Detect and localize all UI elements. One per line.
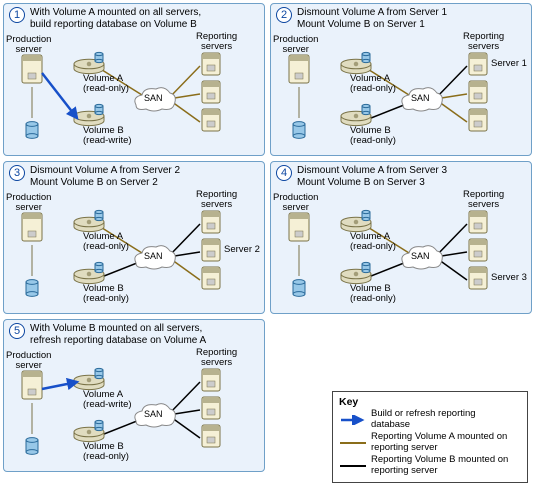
volB-label: Volume B(read-write) xyxy=(83,126,132,147)
panel-title: Dismount Volume A from Server 2Mount Vol… xyxy=(30,165,180,189)
panel-title: With Volume B mounted on all servers,ref… xyxy=(30,323,206,347)
san-label: SAN xyxy=(144,94,163,104)
reporting-servers-label: Reportingservers xyxy=(196,32,237,53)
prod-server-label: Productionserver xyxy=(6,351,51,372)
key-sample-icon xyxy=(339,415,367,425)
legend-key: Key Build or refresh reporting database … xyxy=(332,391,528,483)
server-highlight-label: Server 1 xyxy=(491,59,527,69)
key-title: Key xyxy=(339,396,521,408)
diagram-panel: 3 Dismount Volume A from Server 2Mount Vo… xyxy=(3,161,265,314)
diagram-panel: 2 Dismount Volume A from Server 1Mount Vo… xyxy=(270,3,532,156)
diagram-panel: 5 With Volume B mounted on all servers,re… xyxy=(3,319,265,472)
key-sample-icon xyxy=(339,463,367,469)
volA-label: Volume A(read-only) xyxy=(350,74,396,95)
san-label: SAN xyxy=(411,94,430,104)
diagram-panel: 4 Dismount Volume A from Server 3Mount Vo… xyxy=(270,161,532,314)
panel-title: Dismount Volume A from Server 1Mount Vol… xyxy=(297,7,447,31)
key-row-label: Reporting Volume B mounted on reporting … xyxy=(371,455,511,477)
san-label: SAN xyxy=(144,252,163,262)
prod-server-label: Productionserver xyxy=(6,35,51,56)
step-number: 4 xyxy=(276,165,292,181)
volB-label: Volume B(read-only) xyxy=(83,442,129,463)
reporting-servers-label: Reportingservers xyxy=(463,32,504,53)
reporting-servers-label: Reportingservers xyxy=(196,190,237,211)
step-number: 5 xyxy=(9,323,25,339)
diagram-panel: 1 With Volume A mounted on all servers,bu… xyxy=(3,3,265,156)
key-row: Build or refresh reporting database xyxy=(339,409,521,431)
reporting-servers-label: Reportingservers xyxy=(463,190,504,211)
volA-label: Volume A(read-only) xyxy=(83,232,129,253)
key-row: Reporting Volume A mounted on reporting … xyxy=(339,432,521,454)
reporting-servers-label: Reportingservers xyxy=(196,348,237,369)
prod-server-label: Productionserver xyxy=(273,35,318,56)
prod-server-label: Productionserver xyxy=(6,193,51,214)
key-row-label: Build or refresh reporting database xyxy=(371,409,511,431)
step-number: 2 xyxy=(276,7,292,23)
key-row-label: Reporting Volume A mounted on reporting … xyxy=(371,432,511,454)
key-row: Reporting Volume B mounted on reporting … xyxy=(339,455,521,477)
prod-server-label: Productionserver xyxy=(273,193,318,214)
panel-title: Dismount Volume A from Server 3Mount Vol… xyxy=(297,165,447,189)
san-label: SAN xyxy=(144,410,163,420)
step-number: 1 xyxy=(9,7,25,23)
step-number: 3 xyxy=(9,165,25,181)
key-sample-icon xyxy=(339,440,367,446)
panel-title: With Volume A mounted on all servers,bui… xyxy=(30,7,201,31)
server-highlight-label: Server 3 xyxy=(491,273,527,283)
volA-label: Volume A(read-write) xyxy=(83,390,132,411)
san-label: SAN xyxy=(411,252,430,262)
volB-label: Volume B(read-only) xyxy=(83,284,129,305)
volB-label: Volume B(read-only) xyxy=(350,284,396,305)
volA-label: Volume A(read-only) xyxy=(350,232,396,253)
volB-label: Volume B(read-only) xyxy=(350,126,396,147)
server-highlight-label: Server 2 xyxy=(224,245,260,255)
volA-label: Volume A(read-only) xyxy=(83,74,129,95)
